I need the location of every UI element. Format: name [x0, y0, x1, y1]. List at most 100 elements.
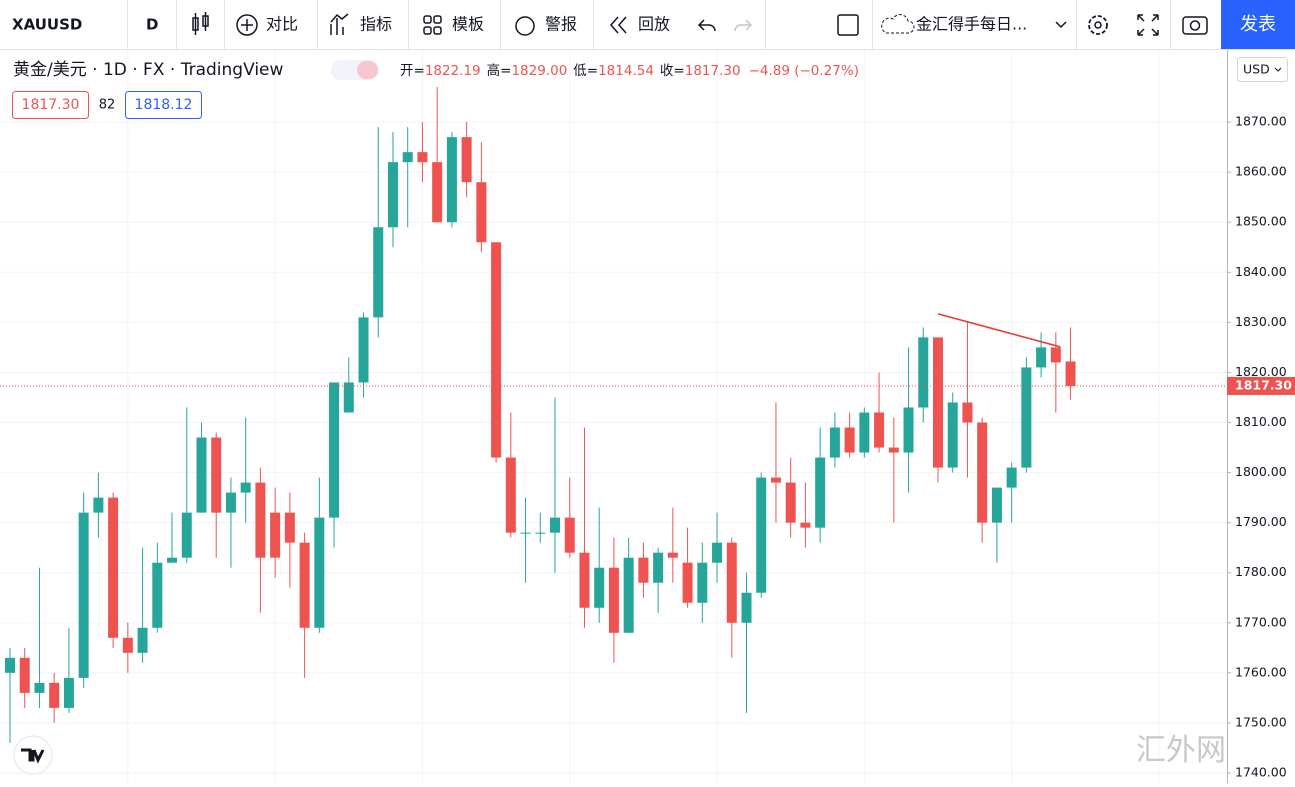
ask-box[interactable] — [125, 91, 202, 119]
candle-body — [314, 517, 325, 628]
candle-body — [697, 562, 708, 603]
candle-body — [93, 497, 104, 513]
candle-body — [387, 162, 398, 228]
publish[interactable]: 发表 — [1240, 14, 1276, 35]
candle-body — [461, 137, 472, 183]
candle-icon[interactable] — [192, 12, 209, 35]
alert-icon[interactable] — [515, 16, 535, 36]
camera[interactable] — [1182, 16, 1208, 35]
candle-body — [299, 542, 310, 628]
ohlc-label: 开= — [400, 63, 425, 79]
settings[interactable] — [1088, 15, 1108, 35]
y-tick-label: 1750.00 — [1235, 714, 1287, 729]
chevron[interactable] — [1055, 21, 1067, 29]
ohlc: 开=1822.19 高=1829.00 低=1814.54 收=1817.30 −4.8… — [400, 62, 859, 79]
alerts[interactable]: 警报 — [545, 15, 577, 34]
candle-body — [152, 562, 163, 628]
watermark: 汇外网 — [1136, 733, 1226, 768]
candle-body — [623, 557, 634, 633]
layout-name[interactable]: 金汇得手每日... — [916, 15, 1027, 34]
candle-body — [373, 227, 384, 318]
spread: 82 — [99, 98, 116, 113]
symbol[interactable]: XAUUSD — [12, 16, 82, 34]
indicator-icon[interactable] — [330, 13, 349, 35]
y-tick-label: 1870.00 — [1235, 114, 1287, 129]
candle-body — [962, 402, 973, 423]
candle-body — [800, 522, 811, 528]
candle-body — [712, 542, 723, 563]
currency-chevron — [1274, 67, 1282, 72]
replay[interactable]: 回放 — [638, 15, 670, 34]
publish-button[interactable] — [1221, 0, 1295, 49]
y-tick-label: 1800.00 — [1235, 464, 1287, 479]
templates[interactable]: 模板 — [452, 15, 484, 34]
compare-icon[interactable] — [236, 14, 258, 36]
candle-body — [432, 162, 443, 223]
y-tick-label: 1740.00 — [1235, 764, 1287, 779]
y-tick-label: 1780.00 — [1235, 564, 1287, 579]
candle-body — [947, 402, 958, 468]
candle-body — [1036, 347, 1047, 368]
fullscreen-box[interactable] — [837, 14, 859, 36]
candle-body — [638, 557, 649, 583]
candle-body — [358, 317, 369, 383]
candle-body — [815, 457, 826, 528]
candle-body — [255, 482, 266, 558]
settings-core — [1094, 21, 1102, 29]
candle-body — [550, 517, 561, 533]
candle-body — [329, 382, 340, 518]
currency-box[interactable] — [1237, 57, 1288, 82]
candle-body — [903, 407, 914, 453]
ohlc-value: 1817.30 — [685, 63, 741, 79]
tv-mark — [21, 748, 45, 764]
ask[interactable]: 1818.12 — [135, 97, 193, 113]
candle-body — [667, 552, 678, 558]
y-tick-label: 1810.00 — [1235, 414, 1287, 429]
undo[interactable] — [697, 19, 716, 32]
bid[interactable]: 1817.30 — [22, 97, 80, 113]
candle-body — [608, 567, 619, 633]
ohlc-value: 1822.19 — [425, 63, 481, 79]
candle-body — [343, 382, 354, 413]
indicators[interactable]: 指标 — [360, 15, 392, 34]
candle-body — [859, 412, 870, 453]
candle-body — [829, 427, 840, 458]
y-tick-label: 1850.00 — [1235, 214, 1287, 229]
expand[interactable] — [1137, 14, 1159, 36]
candle-body — [240, 482, 251, 493]
candle-body — [1006, 467, 1017, 488]
y-tick-label: 1790.00 — [1235, 514, 1287, 529]
bid-box[interactable] — [12, 91, 89, 119]
candle-body — [756, 477, 767, 593]
candle-body — [122, 637, 133, 653]
y-tick-label: 1760.00 — [1235, 664, 1287, 679]
candle-body — [918, 337, 929, 408]
candle-body — [137, 627, 148, 653]
y-tick-label: 1860.00 — [1235, 164, 1287, 179]
candle-body — [1065, 361, 1076, 386]
candle-body — [402, 152, 413, 163]
candle-body — [520, 532, 531, 534]
candle-body — [284, 512, 295, 543]
cloud-icon — [881, 14, 915, 34]
candle-body — [196, 437, 207, 513]
compare[interactable]: 对比 — [266, 15, 298, 34]
candle-body — [741, 592, 752, 623]
candle-body — [34, 682, 45, 693]
currency[interactable]: USD — [1243, 62, 1270, 77]
candle-body — [167, 557, 178, 563]
trend-line — [937, 313, 1061, 348]
last-price-box — [1227, 376, 1295, 395]
candle-body — [653, 552, 664, 583]
candle-body — [5, 657, 15, 673]
plot — [0, 50, 1231, 783]
replay-icon[interactable] — [610, 16, 627, 34]
interval[interactable]: D — [146, 16, 158, 34]
candle-body — [844, 427, 855, 453]
y-tick-label: 1770.00 — [1235, 614, 1287, 629]
y-tick-label: 1820.00 — [1235, 364, 1287, 379]
template-icon[interactable] — [423, 15, 442, 35]
candle-body — [888, 447, 899, 453]
